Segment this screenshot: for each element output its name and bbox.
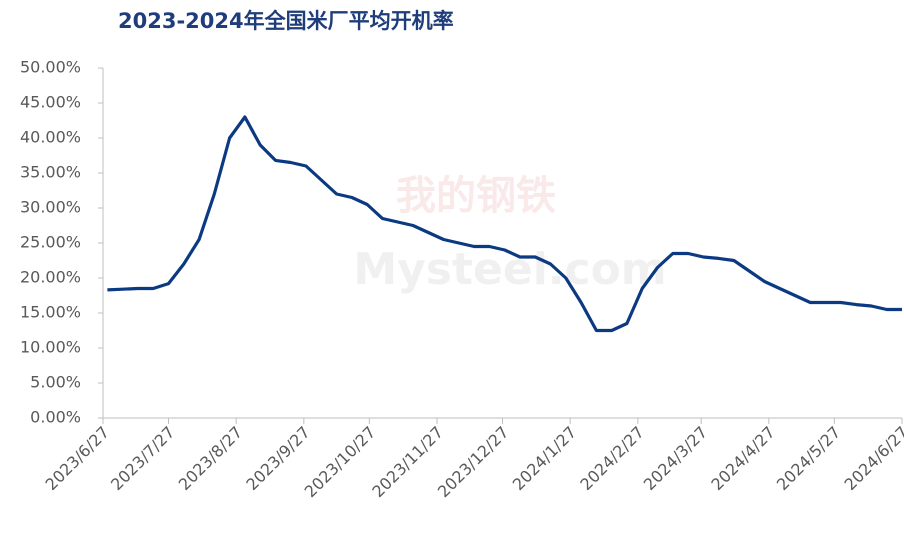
x-tick-label: 2024/3/27 bbox=[640, 423, 711, 494]
x-tick-label: 2023/6/27 bbox=[42, 423, 113, 494]
x-tick-label: 2024/1/27 bbox=[509, 423, 580, 494]
watermark: 我的钢铁 bbox=[396, 173, 556, 219]
x-tick-label: 2023/12/27 bbox=[434, 423, 513, 502]
y-tick-label: 15.00% bbox=[20, 303, 81, 322]
x-tick-label: 2023/7/27 bbox=[107, 423, 178, 494]
y-tick-label: 0.00% bbox=[30, 408, 81, 427]
y-tick-label: 30.00% bbox=[20, 198, 81, 217]
chart-title: 2023-2024年全国米厂平均开机率 bbox=[118, 9, 454, 33]
y-tick-label: 45.00% bbox=[20, 93, 81, 112]
x-tick-label: 2024/2/27 bbox=[576, 423, 647, 494]
line-series bbox=[107, 115, 902, 333]
x-tick-label: 2024/4/27 bbox=[707, 423, 778, 494]
x-tick-label: 2023/8/27 bbox=[175, 423, 246, 494]
x-tick-label: 2023/10/27 bbox=[301, 423, 380, 502]
y-tick-label: 35.00% bbox=[20, 163, 81, 182]
y-tick-label: 40.00% bbox=[20, 128, 81, 147]
y-tick-label: 50.00% bbox=[20, 58, 81, 77]
y-tick-label: 25.00% bbox=[20, 233, 81, 252]
x-tick-label: 2023/9/27 bbox=[242, 423, 313, 494]
x-tick-label: 2024/5/27 bbox=[773, 423, 844, 494]
x-tick-label: 2024/6/27 bbox=[841, 423, 904, 494]
y-tick-label: 5.00% bbox=[30, 373, 81, 392]
y-tick-label: 10.00% bbox=[20, 338, 81, 357]
y-tick-label: 20.00% bbox=[20, 268, 81, 287]
